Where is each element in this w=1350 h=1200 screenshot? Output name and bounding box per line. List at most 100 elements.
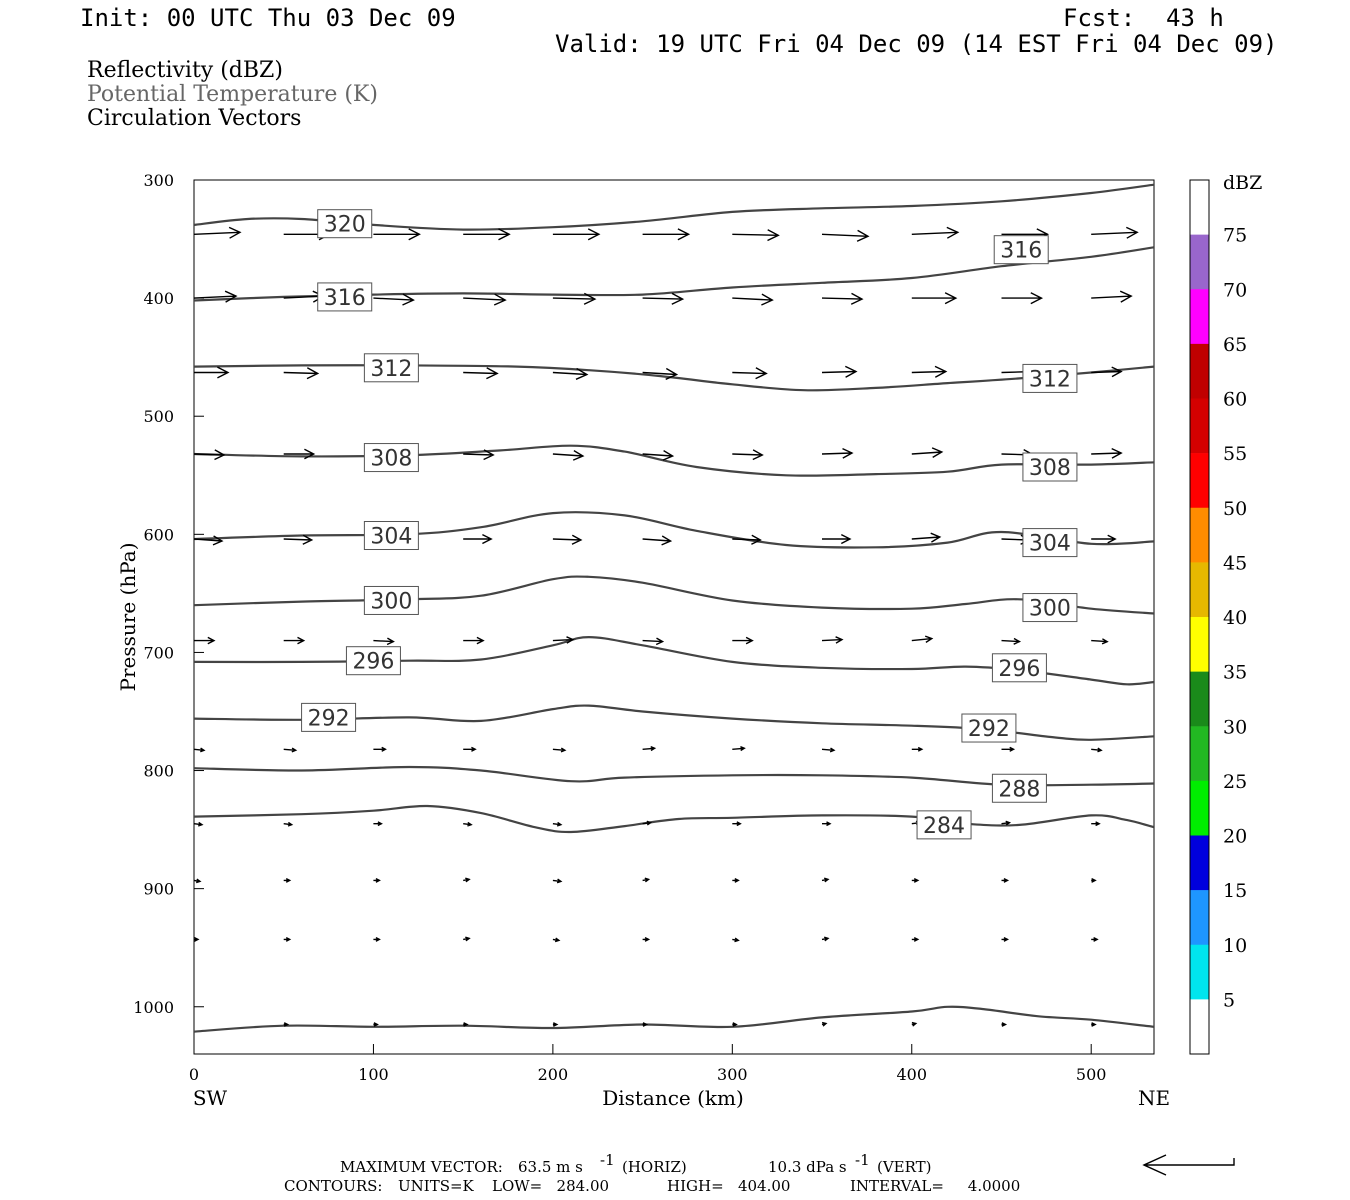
circulation-vector (642, 1022, 649, 1027)
footer: MAXIMUM VECTOR: 63.5 m s -1 (HORIZ) 10.3… (284, 1151, 1235, 1195)
circulation-vector (822, 533, 852, 545)
circulation-vector (1091, 447, 1123, 459)
circulation-vector (642, 535, 673, 546)
circulation-vector (194, 936, 200, 942)
circulation-vector (821, 365, 858, 378)
circulation-vector (732, 937, 740, 943)
circulation-vector (1001, 936, 1010, 942)
colorbar-label: 60 (1223, 389, 1247, 411)
circulation-vector (732, 1022, 738, 1027)
reference-vector-arrow (1142, 1154, 1235, 1176)
circulation-vector (821, 229, 870, 242)
circulation-vector (463, 228, 511, 241)
circulation-vector (463, 449, 495, 461)
colorbar-label: 25 (1223, 771, 1247, 793)
circulation-vector (283, 636, 306, 645)
x-tick-label: 0 (189, 1065, 199, 1084)
circulation-vector (552, 636, 575, 644)
contour-label: 296 (998, 657, 1040, 682)
theta-contour-line (194, 183, 1154, 231)
circulation-vector (194, 449, 226, 461)
contour-label: 300 (1029, 597, 1071, 622)
circulation-vector (911, 447, 944, 459)
colorbar-segment (1190, 671, 1209, 727)
colorbar-label: 55 (1223, 443, 1247, 465)
circulation-vector (552, 821, 563, 827)
reference-vector-line (1142, 1154, 1235, 1176)
circulation-vector (732, 293, 774, 306)
circulation-vector (1091, 821, 1101, 827)
circulation-vector (642, 936, 651, 942)
x-tick-label: 200 (538, 1065, 569, 1084)
vert-exponent: -1 (855, 1151, 870, 1169)
y-tick-label: 800 (143, 762, 174, 781)
circulation-vector (821, 636, 844, 644)
circulation-vector (1001, 746, 1016, 752)
contour-label: 292 (968, 717, 1010, 742)
contour-label-box (363, 443, 419, 473)
circulation-vector (283, 1022, 290, 1027)
colorbar-segment (1190, 453, 1209, 509)
circulation-vector (283, 821, 294, 827)
contour-high: HIGH= 404.00 (667, 1177, 790, 1195)
circulation-vector (732, 746, 746, 752)
circulation-vector (194, 535, 224, 546)
x-tick-label: 300 (717, 1065, 748, 1084)
colorbar-label: 40 (1223, 607, 1247, 629)
circulation-vector (463, 1022, 469, 1027)
circulation-vector (911, 365, 948, 378)
colorbar-label: 15 (1223, 880, 1247, 902)
circulation-vector (732, 821, 742, 827)
x-end-label-sw: SW (193, 1086, 228, 1110)
theta-contour-line (194, 635, 1154, 686)
contour-label-box (363, 585, 419, 615)
colorbar-segment (1190, 562, 1209, 618)
contour-label-box (363, 521, 419, 551)
colorbar-segment (1190, 507, 1209, 563)
contour-label: 320 (324, 213, 366, 238)
contour-label: 292 (308, 706, 350, 731)
circulation-vector (1091, 366, 1123, 378)
circulation-vector (1091, 638, 1109, 645)
circulation-vector (642, 820, 653, 826)
circulation-vector (911, 635, 934, 643)
circulation-vector (911, 292, 958, 305)
circulation-vector (194, 290, 238, 303)
max-vector-label: MAXIMUM VECTOR: (340, 1158, 503, 1176)
contour-label-box (1022, 452, 1078, 482)
circulation-vector (373, 293, 415, 306)
circulation-vector (283, 448, 316, 460)
y-tick-label: 700 (143, 643, 174, 662)
colorbar-segment (1190, 944, 1209, 1000)
circulation-vector (1091, 877, 1097, 883)
colorbar-segment (1190, 999, 1209, 1055)
colorbar-label: 70 (1223, 279, 1247, 301)
circulation-vector (463, 746, 477, 752)
init-time: Init: 00 UTC Thu 03 Dec 09 (80, 4, 456, 32)
circulation-vector (911, 532, 942, 543)
circulation-vector (1001, 820, 1012, 826)
contour-label-box (991, 773, 1047, 803)
y-tick-label: 600 (143, 525, 174, 544)
circulation-vector (821, 747, 836, 753)
colorbar-label: 75 (1223, 225, 1247, 247)
circulation-vector (463, 636, 485, 645)
colorbar-segment (1190, 890, 1209, 946)
circulation-vector (552, 367, 589, 380)
circulation-vector (642, 746, 657, 752)
circulation-vector (911, 746, 924, 752)
colorbar-segment (1190, 835, 1209, 891)
valid-time: Valid: 19 UTC Fri 04 Dec 09 (14 EST Fri … (555, 30, 1277, 58)
contour-label-box (961, 713, 1017, 743)
circulation-vector (194, 747, 206, 753)
colorbar-segment (1190, 780, 1209, 836)
circulation-vector (373, 1022, 379, 1027)
circulation-vector (552, 449, 585, 461)
y-tick-label: 400 (143, 289, 174, 308)
circulation-vector (552, 534, 583, 545)
plot-frame (193, 179, 1155, 1055)
contour-label-box (317, 209, 373, 239)
circulation-vector (821, 1021, 828, 1027)
circulation-vector (463, 533, 493, 545)
circulation-vector (1001, 1022, 1008, 1027)
